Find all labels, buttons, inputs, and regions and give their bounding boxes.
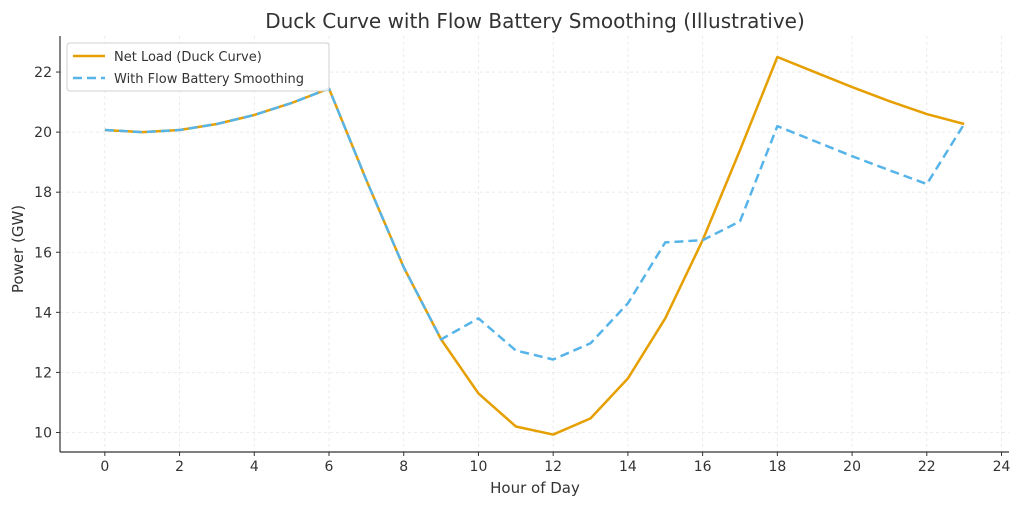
x-tick-label: 8 [399,459,408,475]
y-tick-label: 12 [34,365,52,381]
x-tick-label: 2 [175,459,184,475]
y-tick-label: 16 [34,245,52,261]
series-line-1 [104,87,966,361]
legend-box [66,42,330,92]
x-tick-label: 12 [544,459,562,475]
x-tick-label: 6 [325,459,334,475]
y-tick-label: 20 [34,125,52,141]
chart-title: Duck Curve with Flow Battery Smoothing (… [265,9,805,33]
y-tick-label: 14 [34,305,52,321]
x-tick-label: 24 [993,459,1011,475]
x-tick-label: 14 [619,459,637,475]
y-tick-label: 22 [34,65,52,81]
legend-label: Net Load (Duck Curve) [114,50,262,65]
x-tick-label: 0 [100,459,109,475]
grid [60,36,1009,452]
x-tick-label: 20 [843,459,861,475]
x-tick-label: 16 [694,459,712,475]
x-tick-label: 22 [918,459,936,475]
y-tick-label: 18 [34,185,52,201]
x-tick-label: 18 [768,459,786,475]
legend: Net Load (Duck Curve) With Flow Battery S… [66,42,330,92]
x-tick-label: 4 [250,459,259,475]
axes [59,36,1009,453]
series-line-0 [104,55,965,436]
y-tick-label: 10 [34,425,52,441]
series-group [104,55,966,436]
y-axis-label: Power (GW) [9,205,27,293]
x-tick-label: 10 [470,459,488,475]
legend-label: With Flow Battery Smoothing [114,72,304,87]
x-axis-label: Hour of Day [490,479,580,497]
